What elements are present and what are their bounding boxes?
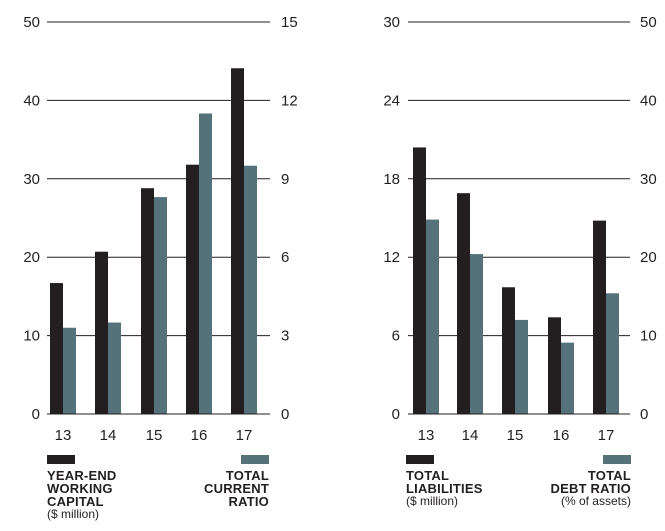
left-tick-label: 40 <box>23 92 40 109</box>
bar-teal <box>470 254 483 414</box>
left-tick-label: 24 <box>383 92 400 109</box>
category-label: 13 <box>418 427 435 444</box>
bar-teal <box>515 319 528 414</box>
category-label: 15 <box>146 427 163 444</box>
left-tick-label: 30 <box>383 14 400 31</box>
bar-teal <box>606 293 619 414</box>
left-tick-label: 18 <box>383 171 400 188</box>
left-tick-label: 0 <box>32 406 40 423</box>
left-tick-label: 10 <box>23 328 40 345</box>
right-tick-label: 40 <box>640 92 657 109</box>
legend-total-liabilities: TOTAL LIABILITIES ($ million) <box>406 455 483 508</box>
right-tick-label: 0 <box>640 406 648 423</box>
bar-teal <box>426 219 439 414</box>
liabilities-chart: 0 0 6 10 12 20 18 30 24 40 30 50 13 14 15 16 17 <box>383 14 656 444</box>
right-tick-label: 20 <box>640 249 657 266</box>
legend-swatch-teal <box>241 455 269 464</box>
bar-dark <box>502 287 515 414</box>
bar-dark <box>50 283 63 414</box>
legend-title: YEAR-END WORKING CAPITAL <box>47 468 117 509</box>
left-tick-label: 30 <box>23 171 40 188</box>
right-tick-label: 15 <box>281 14 298 31</box>
bar-teal <box>561 342 574 414</box>
bar-dark <box>548 317 561 414</box>
legend-subtitle: ($ million) <box>47 507 100 521</box>
right-tick-label: 6 <box>281 249 289 266</box>
left-tick-label: 0 <box>392 406 400 423</box>
legend-title: TOTAL CURRENT RATIO <box>204 468 269 509</box>
right-tick-label: 0 <box>281 406 289 423</box>
right-tick-label: 30 <box>640 171 657 188</box>
category-label: 16 <box>553 427 570 444</box>
left-tick-label: 20 <box>23 249 40 266</box>
legend-working-capital: YEAR-END WORKING CAPITAL ($ million) <box>47 455 117 521</box>
right-tick-label: 12 <box>281 92 298 109</box>
left-tick-label: 50 <box>23 14 40 31</box>
left-tick-label: 6 <box>392 328 400 345</box>
legend-swatch-teal <box>603 455 631 464</box>
category-label: 14 <box>462 427 479 444</box>
bar-dark <box>186 164 199 414</box>
bar-dark <box>593 220 606 414</box>
category-label: 13 <box>55 427 72 444</box>
category-label: 17 <box>236 427 253 444</box>
working-capital-chart: 0 0 10 3 20 6 30 9 40 12 50 15 13 14 15 16 17 <box>23 14 297 444</box>
right-tick-label: 3 <box>281 328 289 345</box>
legend-subtitle: (% of assets) <box>560 494 631 508</box>
bar-teal <box>154 197 167 414</box>
bar-teal <box>244 165 257 414</box>
bar-dark <box>457 193 470 414</box>
left-tick-label: 12 <box>383 249 400 266</box>
legend-title: TOTAL DEBT RATIO <box>550 468 631 496</box>
right-tick-label: 50 <box>640 14 657 31</box>
right-tick-label: 9 <box>281 171 289 188</box>
category-label: 16 <box>191 427 208 444</box>
bar-teal <box>63 327 76 414</box>
bar-dark <box>413 147 426 414</box>
right-tick-label: 10 <box>640 328 657 345</box>
bar-teal <box>199 113 212 414</box>
legend-title: TOTAL LIABILITIES <box>406 468 483 496</box>
bar-dark <box>141 188 154 414</box>
bar-dark <box>95 251 108 414</box>
legend-swatch-dark <box>406 455 434 464</box>
legend-debt-ratio: TOTAL DEBT RATIO (% of assets) <box>505 455 631 508</box>
bar-dark <box>231 68 244 415</box>
legend-swatch-dark <box>47 455 75 464</box>
legend-current-ratio: TOTAL CURRENT RATIO <box>170 455 269 508</box>
category-label: 14 <box>100 427 117 444</box>
bar-teal <box>108 322 121 414</box>
legend-subtitle: ($ million) <box>406 494 459 508</box>
category-label: 17 <box>598 427 615 444</box>
category-label: 15 <box>507 427 524 444</box>
